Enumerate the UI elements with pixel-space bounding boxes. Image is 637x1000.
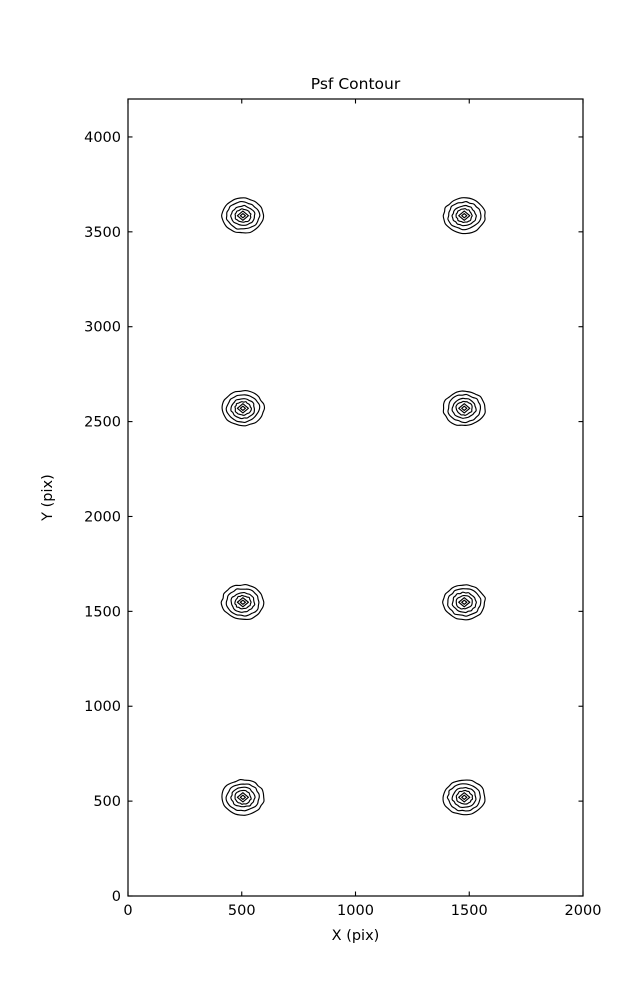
contour-level-0	[442, 390, 486, 426]
psf-source	[221, 778, 265, 816]
contour-level-5	[239, 794, 247, 801]
contour-level-3	[455, 789, 474, 805]
psf-source	[442, 584, 486, 621]
contour-level-2	[230, 786, 256, 808]
contour-level-5	[239, 599, 247, 605]
contour-level-3	[455, 208, 473, 223]
y-tick-label: 1000	[84, 699, 121, 715]
contour-level-5	[239, 213, 247, 219]
contour-level-4	[458, 597, 471, 608]
contour-level-2	[230, 398, 255, 420]
y-tick-label: 3500	[84, 225, 121, 241]
contour-level-2	[451, 204, 477, 227]
contour-level-2	[230, 204, 256, 226]
psf-source	[442, 197, 486, 235]
contour-level-5	[461, 405, 468, 412]
contour-level-5	[461, 794, 468, 801]
y-tick-label: 2500	[84, 415, 121, 431]
contour-level-5	[239, 405, 247, 412]
contour-level-4	[236, 210, 249, 221]
y-tick-label: 4000	[84, 130, 121, 146]
x-tick-label: 1500	[451, 903, 488, 919]
contour-level-1	[225, 394, 261, 424]
y-tick-label: 2000	[84, 509, 121, 525]
contour-level-1	[225, 588, 260, 617]
contour-level-1	[225, 783, 260, 812]
contour-level-0	[442, 779, 486, 816]
contour-level-5	[461, 213, 468, 219]
contour-level-0	[221, 197, 265, 234]
contour-level-1	[447, 393, 482, 424]
contour-level-3	[234, 789, 252, 805]
x-tick-label: 0	[123, 903, 132, 919]
x-tick-label: 500	[228, 903, 256, 919]
y-axis-ticks: 0 500 1000 1500 2000 2500 3000 3500 4000	[84, 130, 583, 905]
contour-level-3	[234, 401, 252, 416]
chart-title: Psf Contour	[311, 75, 401, 93]
contour-layer	[220, 197, 486, 816]
x-axis-label: X (pix)	[332, 928, 380, 944]
contour-level-4	[236, 403, 249, 414]
contour-level-0	[221, 389, 266, 427]
psf-source	[442, 390, 486, 426]
y-tick-label: 1500	[84, 604, 121, 620]
x-tick-label: 2000	[565, 903, 602, 919]
contour-level-3	[455, 594, 473, 610]
contour-level-1	[447, 201, 482, 231]
contour-level-2	[451, 591, 477, 614]
y-tick-label: 500	[93, 794, 121, 810]
contour-level-2	[451, 786, 477, 808]
contour-level-2	[451, 397, 477, 419]
contour-level-1	[225, 200, 261, 230]
y-tick-label: 3000	[84, 320, 121, 336]
contour-level-4	[458, 792, 471, 803]
contour-level-0	[220, 583, 265, 620]
contour-level-2	[230, 591, 256, 613]
contour-level-3	[455, 400, 473, 416]
contour-level-1	[447, 588, 482, 617]
x-tick-label: 1000	[337, 903, 374, 919]
x-axis-ticks: 0 500 1000 1500 2000	[123, 99, 601, 919]
contour-level-4	[236, 597, 249, 608]
contour-level-4	[458, 403, 471, 414]
psf-source	[220, 583, 265, 620]
psf-source	[442, 779, 486, 816]
psf-source	[221, 389, 266, 427]
contour-level-0	[221, 778, 265, 816]
contour-level-3	[234, 208, 252, 223]
contour-level-0	[442, 584, 486, 621]
y-axis-label: Y (pix)	[40, 474, 56, 522]
y-tick-label: 0	[112, 889, 121, 905]
contour-level-4	[236, 792, 249, 803]
contour-level-0	[442, 197, 486, 235]
contour-level-4	[458, 210, 471, 221]
psf-source	[221, 197, 265, 234]
contour-level-3	[234, 594, 252, 610]
contour-level-1	[446, 783, 481, 812]
contour-level-5	[461, 599, 468, 605]
